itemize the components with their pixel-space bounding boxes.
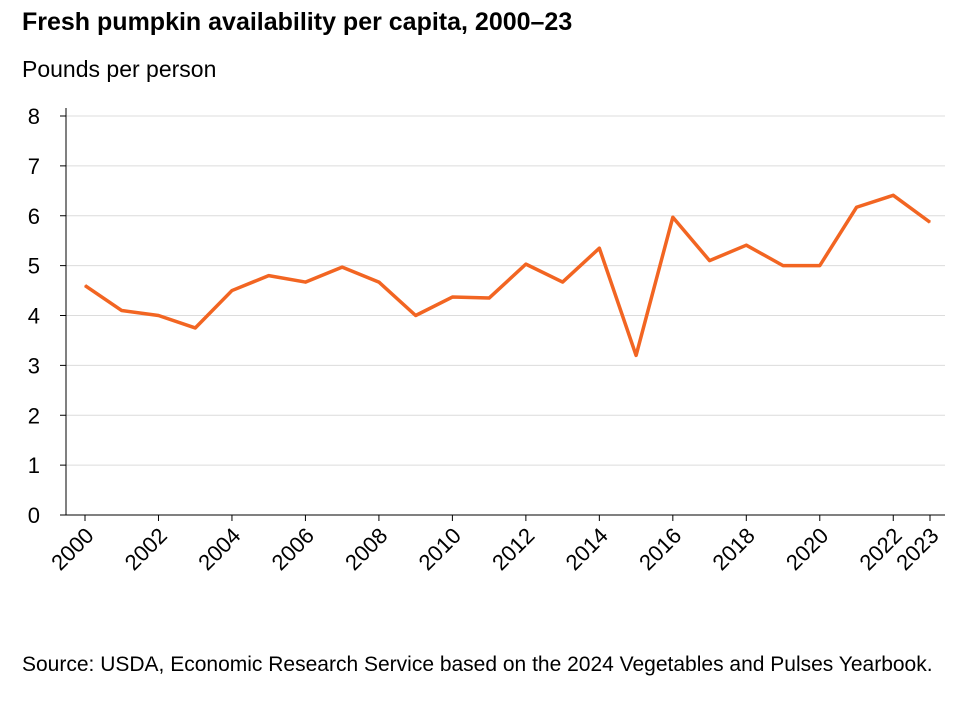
data-point xyxy=(709,260,711,262)
y-tick-label: 5 xyxy=(28,254,40,279)
x-tick-label: 2012 xyxy=(487,523,539,575)
x-tick-label: 2023 xyxy=(891,523,943,575)
x-tick-label: 2008 xyxy=(340,523,392,575)
data-point xyxy=(84,285,86,287)
x-tick-label: 2000 xyxy=(46,523,98,575)
x-tick-label: 2002 xyxy=(120,523,172,575)
data-point xyxy=(782,265,784,267)
x-tick-label: 2006 xyxy=(267,523,319,575)
series-line xyxy=(84,193,932,358)
y-tick-label: 6 xyxy=(28,204,40,229)
data-point xyxy=(856,206,858,208)
data-point xyxy=(451,296,453,298)
x-tick-label: 2004 xyxy=(193,523,245,575)
line-chart: 0 1 2 3 4 5 6 7 8 2000 2002 2004 2006 2008 2010 2012 201… xyxy=(28,104,945,575)
y-axis-label: Pounds per person xyxy=(22,56,217,82)
x-tick-label: 2014 xyxy=(561,523,613,575)
y-tick-label: 4 xyxy=(28,304,40,329)
data-point xyxy=(121,310,123,312)
data-point xyxy=(268,275,270,277)
data-point xyxy=(525,263,527,265)
y-tick-label: 0 xyxy=(28,503,40,528)
y-tick-label: 1 xyxy=(28,453,40,478)
y-tick-label: 2 xyxy=(28,403,40,428)
data-point xyxy=(488,297,490,299)
data-point xyxy=(194,327,196,329)
x-tick-label: 2020 xyxy=(781,523,833,575)
data-point xyxy=(635,354,637,356)
data-point xyxy=(929,221,931,223)
x-tick-label: 2016 xyxy=(634,523,686,575)
data-point xyxy=(378,281,380,283)
y-tick-label: 3 xyxy=(28,353,40,378)
x-tick-label: 2018 xyxy=(708,523,760,575)
data-point xyxy=(562,281,564,283)
data-point xyxy=(672,216,674,218)
data-point xyxy=(157,315,159,316)
y-tick-label: 8 xyxy=(28,104,40,129)
y-tick-label: 7 xyxy=(28,154,40,179)
source-note: Source: USDA, Economic Research Service … xyxy=(22,653,933,676)
data-point xyxy=(819,265,821,267)
data-point xyxy=(415,315,417,316)
chart-title: Fresh pumpkin availability per capita, 2… xyxy=(22,8,573,36)
x-tick-label: 2010 xyxy=(414,523,466,575)
data-point xyxy=(745,244,747,246)
data-point xyxy=(892,194,894,196)
data-point xyxy=(304,281,306,283)
data-point xyxy=(341,266,343,268)
data-point xyxy=(598,247,600,249)
data-point xyxy=(231,290,233,292)
